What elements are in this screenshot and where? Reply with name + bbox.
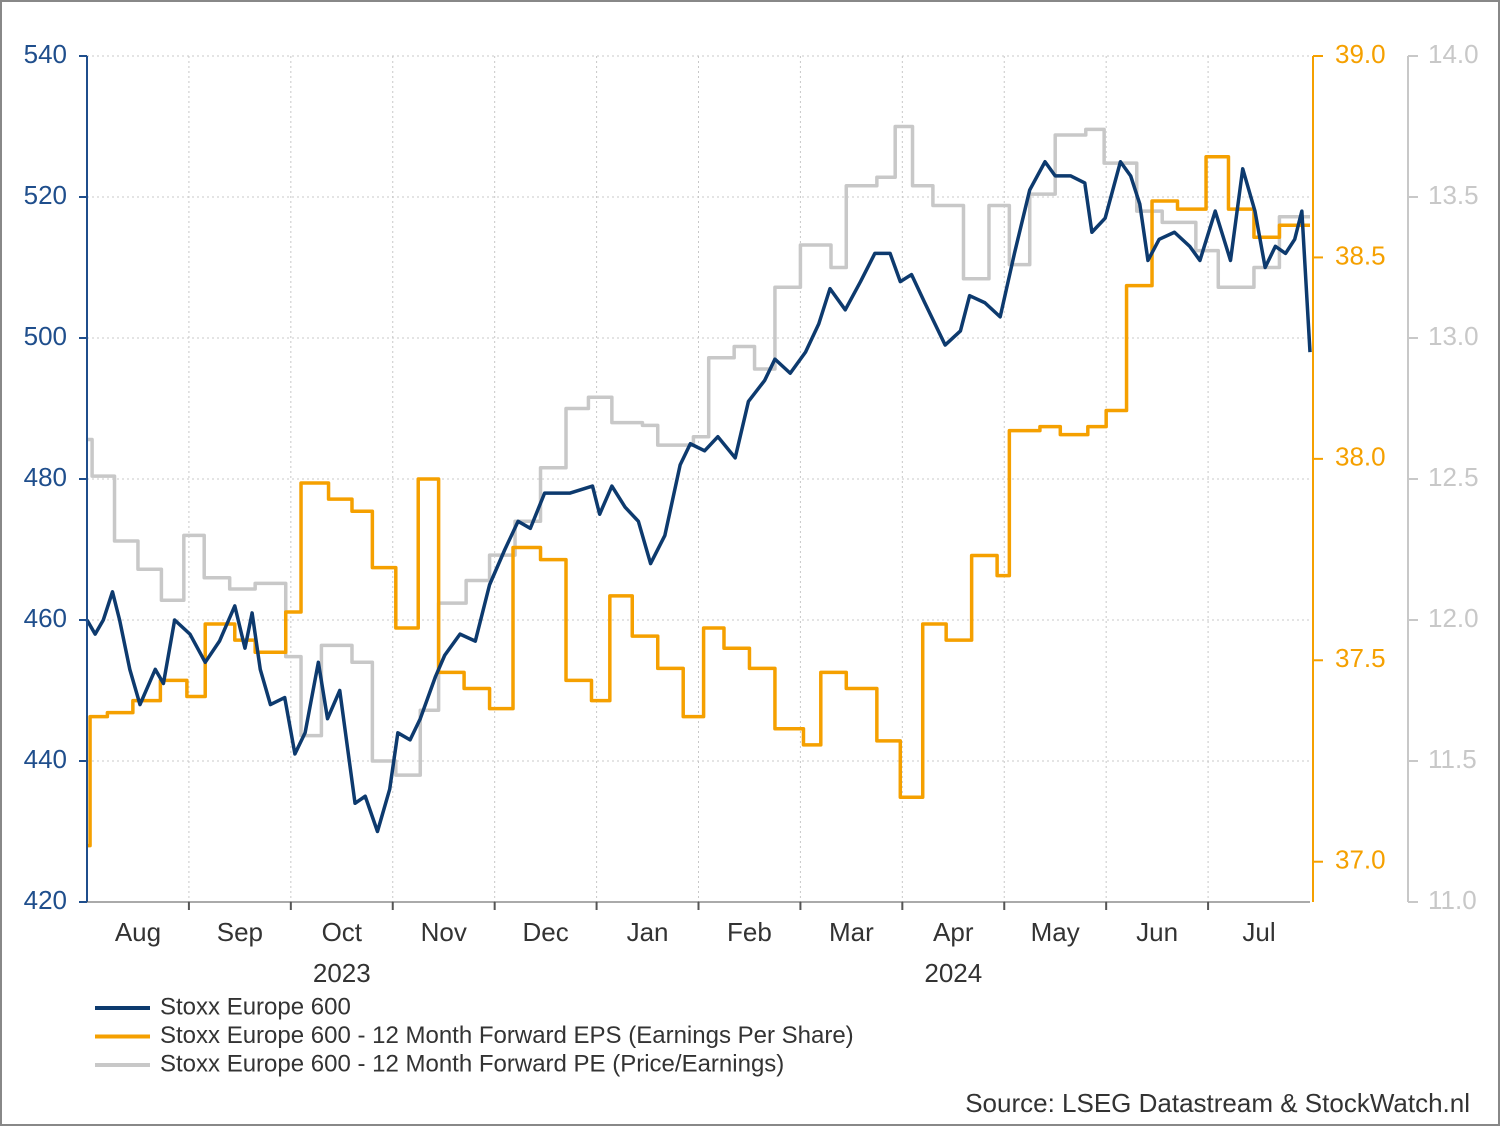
- legend-label: Stoxx Europe 600 - 12 Month Forward PE (…: [160, 1050, 784, 1077]
- source: Source: LSEG Datastream & StockWatch.nl: [965, 1088, 1470, 1118]
- y-tick-label: 480: [24, 462, 67, 492]
- y2-tick-label: 37.5: [1335, 643, 1386, 673]
- x-tick-label: Jun: [1136, 917, 1178, 947]
- y2-tick-label: 38.0: [1335, 442, 1386, 472]
- y-tick-label: 420: [24, 885, 67, 915]
- y2-tick-label: 39.0: [1335, 39, 1386, 69]
- y-tick-label: 460: [24, 603, 67, 633]
- y3-tick-label: 11.0: [1428, 885, 1477, 915]
- y3-tick-label: 13.0: [1428, 321, 1479, 351]
- x-tick-label: Mar: [829, 917, 874, 947]
- axes: 420 440 460 480 500 520 540 37.0 37.5 38.0 38.5 39.…: [24, 39, 1479, 1077]
- x-tick-label: Aug: [115, 917, 161, 947]
- series-line: [85, 160, 1312, 834]
- y3-tick-label: 13.5: [1428, 180, 1479, 210]
- x-tick-label: Feb: [727, 917, 772, 947]
- x-group-label: 2024: [924, 958, 982, 988]
- plot-lines: [85, 124, 1312, 848]
- y-tick-label: 500: [24, 321, 67, 351]
- y-tick-label: 440: [24, 744, 67, 774]
- y-tick-label: 540: [24, 39, 67, 69]
- x-tick-label: Jan: [627, 917, 669, 947]
- x-tick-label: Jul: [1242, 917, 1275, 947]
- y2-tick-label: 37.0: [1335, 845, 1386, 875]
- y2-tick-label: 38.5: [1335, 240, 1386, 270]
- x-tick-label: Sep: [217, 917, 263, 947]
- grid: [87, 55, 1310, 903]
- legend-label: Stoxx Europe 600 - 12 Month Forward EPS …: [160, 1022, 854, 1049]
- series-line: [87, 124, 1310, 777]
- y3-tick-label: 12.5: [1428, 462, 1479, 492]
- legend-label: Stoxx Europe 600: [160, 993, 351, 1020]
- y3-tick-label: 11.5: [1428, 744, 1477, 774]
- y3-tick-label: 12.0: [1428, 603, 1479, 633]
- series-line: [87, 154, 1310, 848]
- y3-tick-label: 14.0: [1428, 39, 1479, 69]
- x-tick-label: Oct: [322, 917, 363, 947]
- x-tick-label: Apr: [933, 917, 974, 947]
- y-tick-label: 520: [24, 180, 67, 210]
- x-tick-label: Dec: [523, 917, 569, 947]
- x-group-label: 2023: [313, 958, 371, 988]
- x-tick-label: Nov: [421, 917, 467, 947]
- x-tick-label: May: [1031, 917, 1080, 947]
